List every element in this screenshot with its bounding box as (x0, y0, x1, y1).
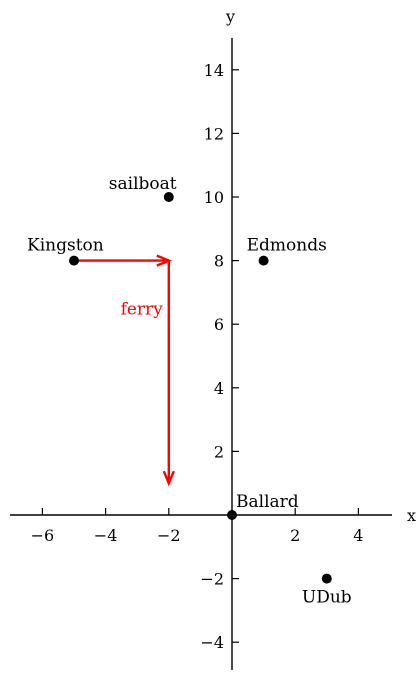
x-axis-label: x (407, 506, 416, 525)
ferry-arrow-head (162, 470, 175, 487)
y-tick-label: −4 (200, 633, 224, 652)
point-edmonds (258, 255, 269, 266)
x-tick-label: 2 (290, 526, 300, 545)
y-tick-label: 2 (214, 442, 224, 461)
y-tick-label: −2 (200, 570, 224, 589)
y-tick-label: 12 (204, 124, 224, 143)
x-tick-label: −4 (94, 526, 118, 545)
x-tick-label: −2 (157, 526, 181, 545)
arrows (74, 254, 175, 487)
x-tick-label: 4 (353, 526, 363, 545)
ferry-annotation: ferry (121, 299, 164, 319)
y-tick-label: 10 (204, 188, 224, 207)
points (69, 192, 332, 584)
y-tick-label: 4 (214, 379, 224, 398)
y-tick-label: 6 (214, 315, 224, 334)
y-tick-label: 8 (214, 252, 224, 271)
point-label-kingston: Kingston (27, 236, 104, 256)
y-axis-label: y (225, 7, 235, 26)
point-label-edmonds: Edmonds (247, 236, 327, 256)
point-ballard (227, 510, 237, 520)
labels: x y −6 −4 −2 2 4 −4 −2 2 4 6 8 10 12 14 Kingston sailboat… (27, 7, 416, 652)
point-udub (321, 573, 332, 584)
point-label-ballard: Ballard (236, 492, 299, 512)
point-label-sailboat: sailboat (109, 174, 177, 194)
point-kingston (69, 255, 79, 266)
point-sailboat (163, 192, 174, 202)
y-tick-label: 14 (204, 61, 224, 80)
point-label-udub: UDub (302, 588, 352, 608)
x-tick-label: −6 (31, 526, 55, 545)
axes (10, 38, 392, 670)
